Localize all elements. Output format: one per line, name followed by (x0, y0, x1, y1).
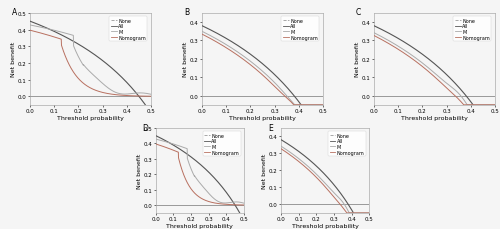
Y-axis label: Net benefit: Net benefit (184, 42, 188, 77)
Y-axis label: Net benefit: Net benefit (262, 153, 268, 188)
Legend: None, All, M, Nomogram: None, All, M, Nomogram (110, 17, 148, 42)
Y-axis label: Net benefit: Net benefit (137, 153, 142, 188)
Text: B: B (184, 8, 189, 17)
Legend: None, All, M, Nomogram: None, All, M, Nomogram (454, 17, 492, 42)
Y-axis label: Net benefit: Net benefit (356, 42, 360, 77)
X-axis label: Threshold probability: Threshold probability (292, 223, 358, 228)
X-axis label: Threshold probability: Threshold probability (166, 223, 233, 228)
Legend: None, All, M, Nomogram: None, All, M, Nomogram (328, 131, 366, 156)
Text: A: A (12, 8, 17, 17)
X-axis label: Threshold probability: Threshold probability (57, 115, 124, 120)
Text: E: E (268, 123, 272, 132)
X-axis label: Threshold probability: Threshold probability (229, 115, 296, 120)
Y-axis label: Net benefit: Net benefit (12, 42, 16, 77)
Text: C: C (356, 8, 361, 17)
Legend: None, All, M, Nomogram: None, All, M, Nomogram (202, 131, 240, 156)
X-axis label: Threshold probability: Threshold probability (401, 115, 468, 120)
Legend: None, All, M, Nomogram: None, All, M, Nomogram (282, 17, 320, 42)
Text: D: D (142, 123, 148, 132)
